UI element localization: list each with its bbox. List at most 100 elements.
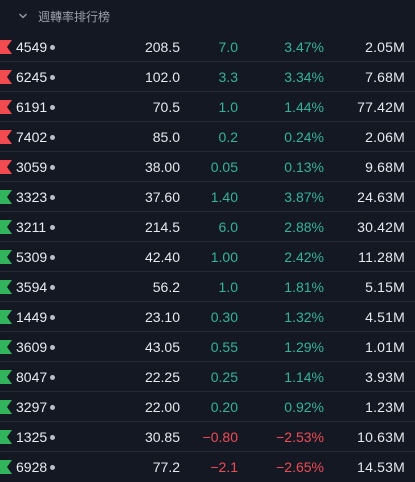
stock-symbol[interactable]: 3211 xyxy=(16,219,47,235)
table-row[interactable]: 3211 214.5 6.0 2.88% 30.42M xyxy=(0,212,415,242)
change-percent: −2.53% xyxy=(276,429,324,445)
change-percent: 1.14% xyxy=(284,369,324,385)
change-value: −0.80 xyxy=(202,429,238,445)
status-dot-icon xyxy=(50,345,55,350)
stock-symbol[interactable]: 6245 xyxy=(16,69,48,85)
price-value: 23.10 xyxy=(144,309,180,325)
change-value: 6.0 xyxy=(218,219,238,235)
table-row[interactable]: 3323 37.60 1.40 3.87% 24.63M xyxy=(0,182,415,212)
green-flag-icon xyxy=(0,400,12,414)
change-percent: 2.88% xyxy=(284,219,324,235)
stock-symbol[interactable]: 6191 xyxy=(16,99,48,115)
change-percent: 1.44% xyxy=(284,99,324,115)
table-row[interactable]: 7402 85.0 0.2 0.24% 2.06M xyxy=(0,122,415,152)
status-dot-icon xyxy=(50,135,55,140)
change-value: 0.20 xyxy=(210,399,238,415)
change-value: 7.0 xyxy=(218,39,238,55)
volume-value: 1.01M xyxy=(365,339,405,355)
change-value: 1.0 xyxy=(218,99,238,115)
stock-symbol[interactable]: 3323 xyxy=(16,189,48,205)
change-percent: 2.42% xyxy=(284,249,324,265)
red-flag-icon xyxy=(0,70,12,84)
change-percent: 0.24% xyxy=(284,129,324,145)
table-row[interactable]: 6928 77.2 −2.1 −2.65% 14.53M xyxy=(0,452,415,482)
volume-value: 24.63M xyxy=(357,189,405,205)
change-value: −2.1 xyxy=(210,459,238,475)
stock-symbol[interactable]: 5309 xyxy=(16,249,48,265)
stock-symbol[interactable]: 7402 xyxy=(16,129,48,145)
table-row[interactable]: 3609 43.05 0.55 1.29% 1.01M xyxy=(0,332,415,362)
price-value: 70.5 xyxy=(152,99,180,115)
green-flag-icon xyxy=(0,460,12,474)
red-flag-icon xyxy=(0,40,12,54)
stock-symbol[interactable]: 6928 xyxy=(16,459,48,475)
red-flag-icon xyxy=(0,130,12,144)
change-value: 0.55 xyxy=(210,339,238,355)
price-value: 56.2 xyxy=(152,279,180,295)
stock-symbol[interactable]: 3297 xyxy=(16,399,48,415)
status-dot-icon xyxy=(50,315,55,320)
price-value: 102.0 xyxy=(144,69,180,85)
stock-symbol[interactable]: 1325 xyxy=(16,429,48,445)
price-value: 22.25 xyxy=(144,369,180,385)
table-row[interactable]: 1449 23.10 0.30 1.32% 4.51M xyxy=(0,302,415,332)
price-value: 85.0 xyxy=(152,129,180,145)
change-percent: 3.87% xyxy=(284,189,324,205)
status-dot-icon xyxy=(50,255,55,260)
stock-symbol[interactable]: 4549 xyxy=(16,39,48,55)
stock-symbol[interactable]: 8047 xyxy=(16,369,48,385)
chevron-down-icon[interactable] xyxy=(18,11,28,21)
section-title: 週轉率排行榜 xyxy=(38,9,111,24)
table-row[interactable]: 3297 22.00 0.20 0.92% 1.23M xyxy=(0,392,415,422)
table-row[interactable]: 8047 22.25 0.25 1.14% 3.93M xyxy=(0,362,415,392)
volume-value: 14.53M xyxy=(357,459,405,475)
section-header[interactable]: 週轉率排行榜 xyxy=(0,0,415,32)
status-dot-icon xyxy=(50,105,55,110)
status-dot-icon xyxy=(50,75,55,80)
change-value: 0.25 xyxy=(210,369,238,385)
status-dot-icon xyxy=(50,285,55,290)
stock-symbol[interactable]: 1449 xyxy=(16,309,48,325)
change-percent: −2.65% xyxy=(276,459,324,475)
status-dot-icon xyxy=(50,405,55,410)
volume-value: 9.68M xyxy=(365,159,405,175)
price-value: 208.5 xyxy=(144,39,180,55)
status-dot-icon xyxy=(50,195,55,200)
table-row[interactable]: 3059 38.00 0.05 0.13% 9.68M xyxy=(0,152,415,182)
table-row[interactable]: 1325 30.85 −0.80 −2.53% 10.63M xyxy=(0,422,415,452)
ranking-list: 4549 208.5 7.0 3.47% 2.05M 6245 102.0 3.3 3.34% 7… xyxy=(0,32,415,482)
green-flag-icon xyxy=(0,190,12,204)
change-value: 0.30 xyxy=(210,309,238,325)
change-percent: 0.13% xyxy=(284,159,324,175)
stock-symbol[interactable]: 3059 xyxy=(16,159,48,175)
status-dot-icon xyxy=(50,465,55,470)
green-flag-icon xyxy=(0,430,12,444)
price-value: 214.5 xyxy=(144,219,180,235)
green-flag-icon xyxy=(0,280,12,294)
red-flag-icon xyxy=(0,100,12,114)
table-row[interactable]: 5309 42.40 1.00 2.42% 11.28M xyxy=(0,242,415,272)
green-flag-icon xyxy=(0,310,12,324)
table-row[interactable]: 6191 70.5 1.0 1.44% 77.42M xyxy=(0,92,415,122)
volume-value: 5.15M xyxy=(365,279,405,295)
price-value: 42.40 xyxy=(144,249,180,265)
change-value: 1.0 xyxy=(218,279,238,295)
volume-value: 11.28M xyxy=(358,249,405,265)
change-percent: 3.47% xyxy=(284,39,324,55)
volume-value: 10.63M xyxy=(357,429,405,445)
change-value: 1.40 xyxy=(210,189,238,205)
table-row[interactable]: 3594 56.2 1.0 1.81% 5.15M xyxy=(0,272,415,302)
red-flag-icon xyxy=(0,160,12,174)
status-dot-icon xyxy=(50,375,55,380)
change-value: 0.2 xyxy=(218,129,238,145)
status-dot-icon xyxy=(50,435,55,440)
table-row[interactable]: 6245 102.0 3.3 3.34% 7.68M xyxy=(0,62,415,92)
price-value: 30.85 xyxy=(144,429,180,445)
volume-value: 7.68M xyxy=(365,69,405,85)
stock-symbol[interactable]: 3594 xyxy=(16,279,48,295)
stock-symbol[interactable]: 3609 xyxy=(16,339,48,355)
table-row[interactable]: 4549 208.5 7.0 3.47% 2.05M xyxy=(0,32,415,62)
volume-value: 2.05M xyxy=(365,39,405,55)
change-value: 3.3 xyxy=(218,69,238,85)
